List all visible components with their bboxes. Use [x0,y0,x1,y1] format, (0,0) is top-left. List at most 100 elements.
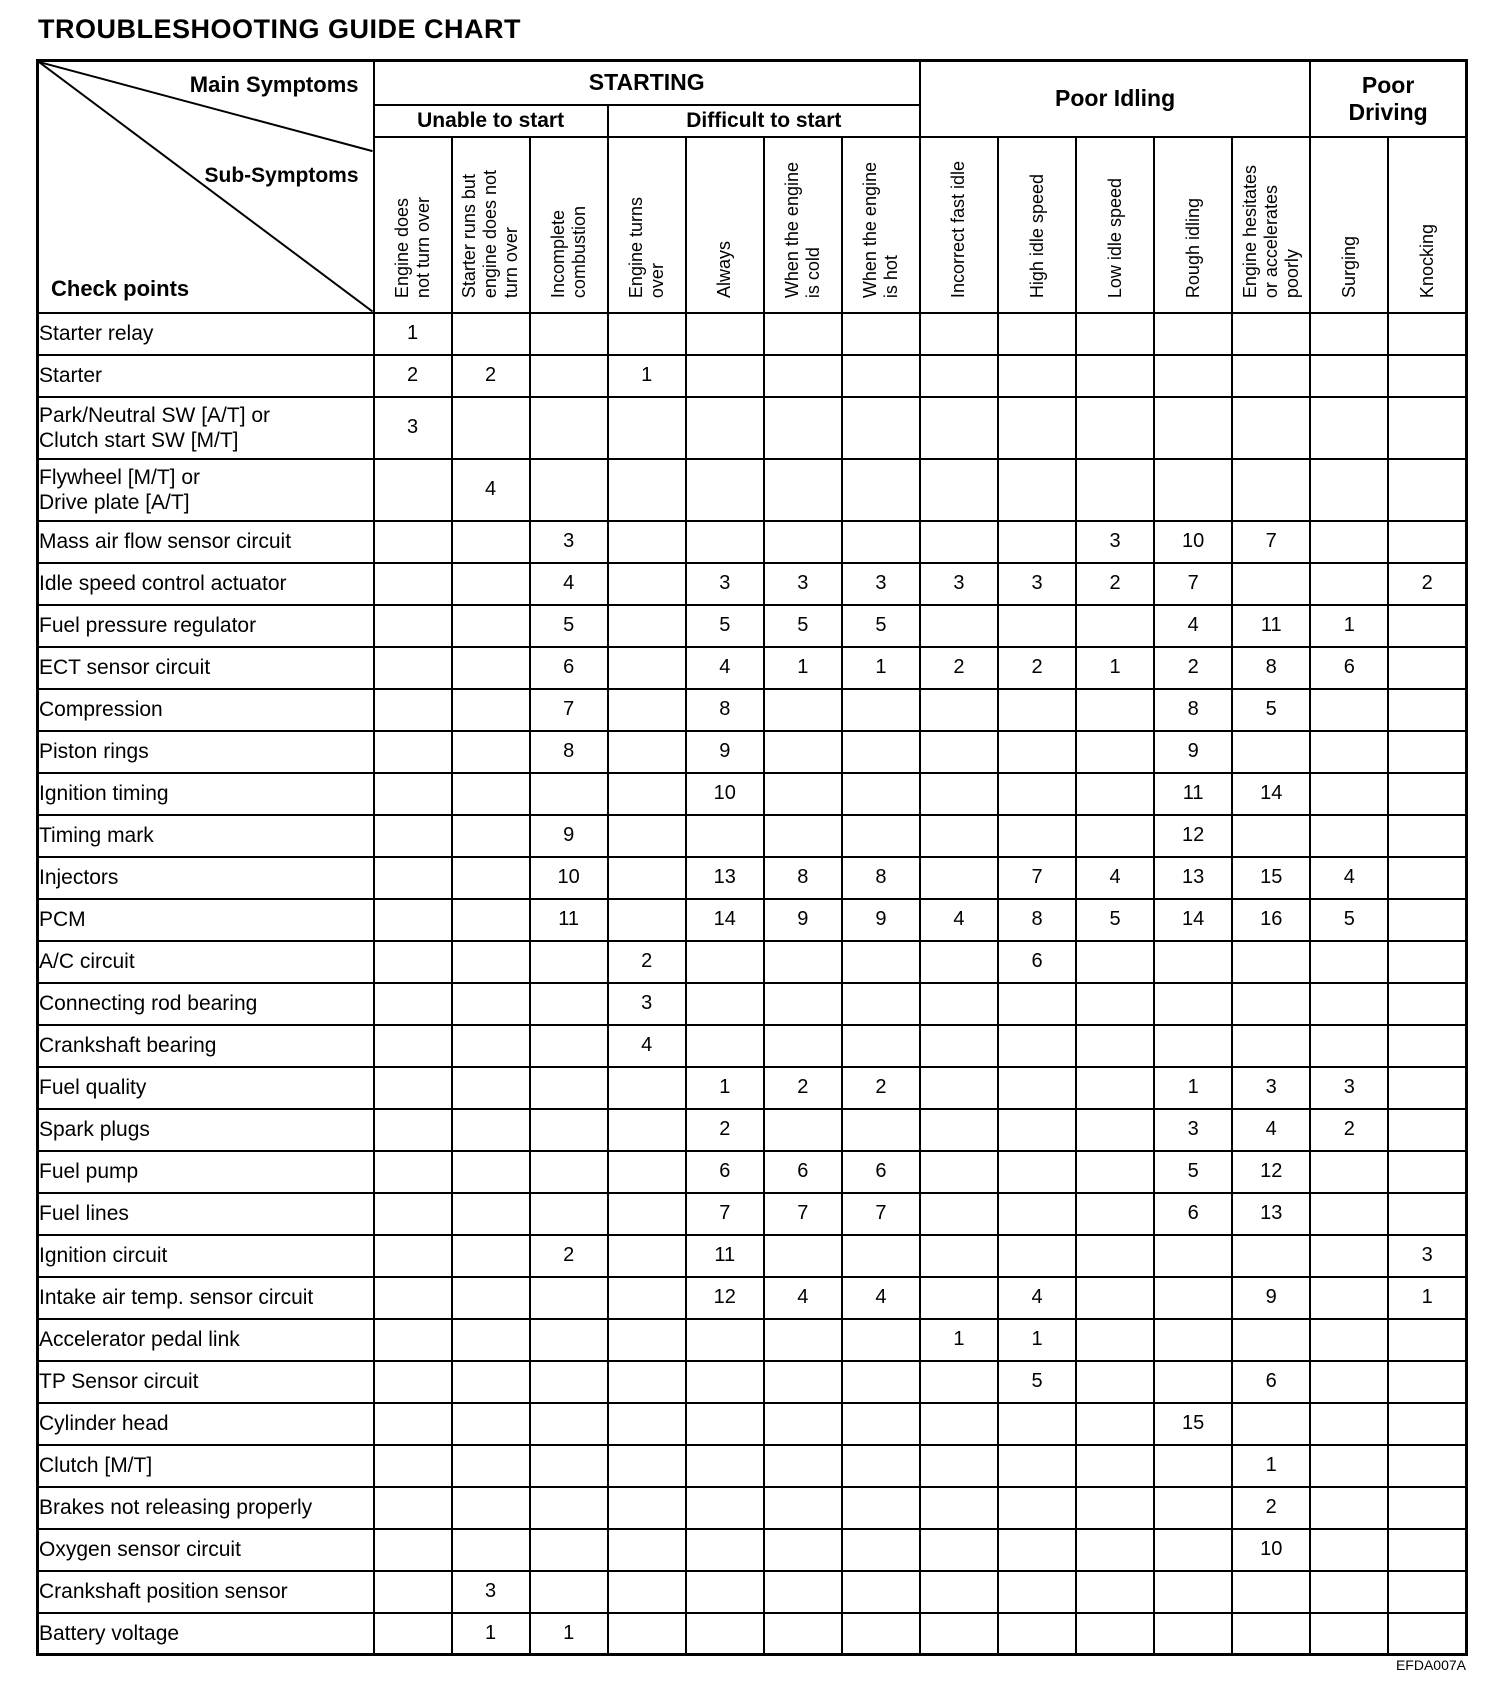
subgroup-header-difficult-to-start: Difficult to start [606,103,921,138]
empty-cell [996,687,1078,732]
empty-cell [1309,1569,1390,1614]
empty-cell [372,1191,453,1236]
empty-cell [918,311,1000,356]
empty-cell [1231,1317,1312,1362]
empty-cell [1309,561,1390,606]
table-row: A/C circuit 2 6 [36,939,1468,984]
empty-cell [996,1443,1078,1488]
empty-cell [372,519,453,564]
empty-cell [450,687,531,732]
priority-cell: 2 [684,1107,765,1152]
priority-cell: 5 [996,1359,1078,1404]
priority-cell: 2 [1231,1485,1312,1530]
empty-cell [528,1443,609,1488]
empty-cell [840,939,921,984]
empty-cell [1231,395,1312,460]
priority-cell: 1 [840,645,921,690]
empty-cell [528,1485,609,1530]
empty-cell [1387,729,1468,774]
priority-cell: 13 [1231,1191,1312,1236]
empty-cell [1153,457,1234,522]
empty-cell [1309,1611,1390,1656]
empty-cell [918,1485,1000,1530]
empty-cell [606,1569,687,1614]
empty-cell [606,1611,687,1656]
empty-cell [606,1107,687,1152]
empty-cell [450,311,531,356]
empty-cell [1309,687,1390,732]
empty-cell [684,1485,765,1530]
empty-cell [1387,1527,1468,1572]
table-row: Fuel lines 7 7 7 6 13 [36,1191,1468,1236]
empty-cell [762,457,843,522]
empty-cell [450,1485,531,1530]
empty-cell [528,1359,609,1404]
check-point-label: ECT sensor circuit [36,645,375,690]
empty-cell [1387,395,1468,460]
check-point-label: Brakes not releasing properly [36,1485,375,1530]
priority-cell: 4 [840,1275,921,1320]
empty-cell [840,1233,921,1278]
empty-cell [450,1233,531,1278]
page-title: TROUBLESHOOTING GUIDE CHART [38,14,521,44]
empty-cell [840,1317,921,1362]
priority-cell: 14 [684,897,765,942]
column-header-label: Engine turns over [625,197,667,299]
empty-cell [1075,687,1156,732]
empty-cell [762,813,843,858]
table-row: Battery voltage 1 1 [36,1611,1468,1656]
priority-cell: 4 [1231,1107,1312,1152]
empty-cell [840,311,921,356]
priority-cell: 3 [762,561,843,606]
empty-cell [528,1107,609,1152]
empty-cell [918,687,1000,732]
empty-cell [528,1527,609,1572]
priority-cell: 5 [1153,1149,1234,1194]
table-row: Ignition timing 10 11 14 [36,771,1468,816]
empty-cell [762,1401,843,1446]
priority-cell: 2 [450,353,531,398]
column-header-incorrect-fast-idle: Incorrect fast idle [918,135,1000,314]
priority-cell: 3 [1231,1065,1312,1110]
column-header-label: Always [714,241,735,299]
check-point-label: Accelerator pedal link [36,1317,375,1362]
empty-cell [606,1149,687,1194]
empty-cell [450,855,531,900]
priority-cell: 1 [528,1611,609,1656]
table-row: Piston rings 8 9 9 [36,729,1468,774]
empty-cell [528,353,609,398]
empty-cell [606,1317,687,1362]
empty-cell [1153,1485,1234,1530]
check-point-label: Ignition circuit [36,1233,375,1278]
empty-cell [1075,1443,1156,1488]
check-point-label: Clutch [M/T] [36,1443,375,1488]
empty-cell [606,561,687,606]
empty-cell [450,813,531,858]
empty-cell [450,395,531,460]
empty-cell [372,1233,453,1278]
empty-cell [1075,729,1156,774]
priority-cell: 1 [996,1317,1078,1362]
column-header-starter-runs-but-engine-does-not-turn-over: Starter runs but engine does not turn ov… [450,135,531,314]
empty-cell [528,771,609,816]
empty-cell [684,981,765,1026]
empty-cell [918,1191,1000,1236]
table-row: Ignition circuit 2 11 3 [36,1233,1468,1278]
column-header-when-the-engine-is-hot: When the engine is hot [840,135,921,314]
empty-cell [372,603,453,648]
priority-cell: 3 [606,981,687,1026]
empty-cell [996,1485,1078,1530]
empty-cell [372,561,453,606]
empty-cell [762,1107,843,1152]
empty-cell [1231,1401,1312,1446]
empty-cell [450,1107,531,1152]
empty-cell [1309,981,1390,1026]
empty-cell [372,1443,453,1488]
empty-cell [1387,1317,1468,1362]
check-point-label: Oxygen sensor circuit [36,1527,375,1572]
priority-cell: 9 [684,729,765,774]
table-row: PCM 11 14 9 9 4 8 5 14 16 5 [36,897,1468,942]
empty-cell [1075,1275,1156,1320]
priority-cell: 9 [840,897,921,942]
